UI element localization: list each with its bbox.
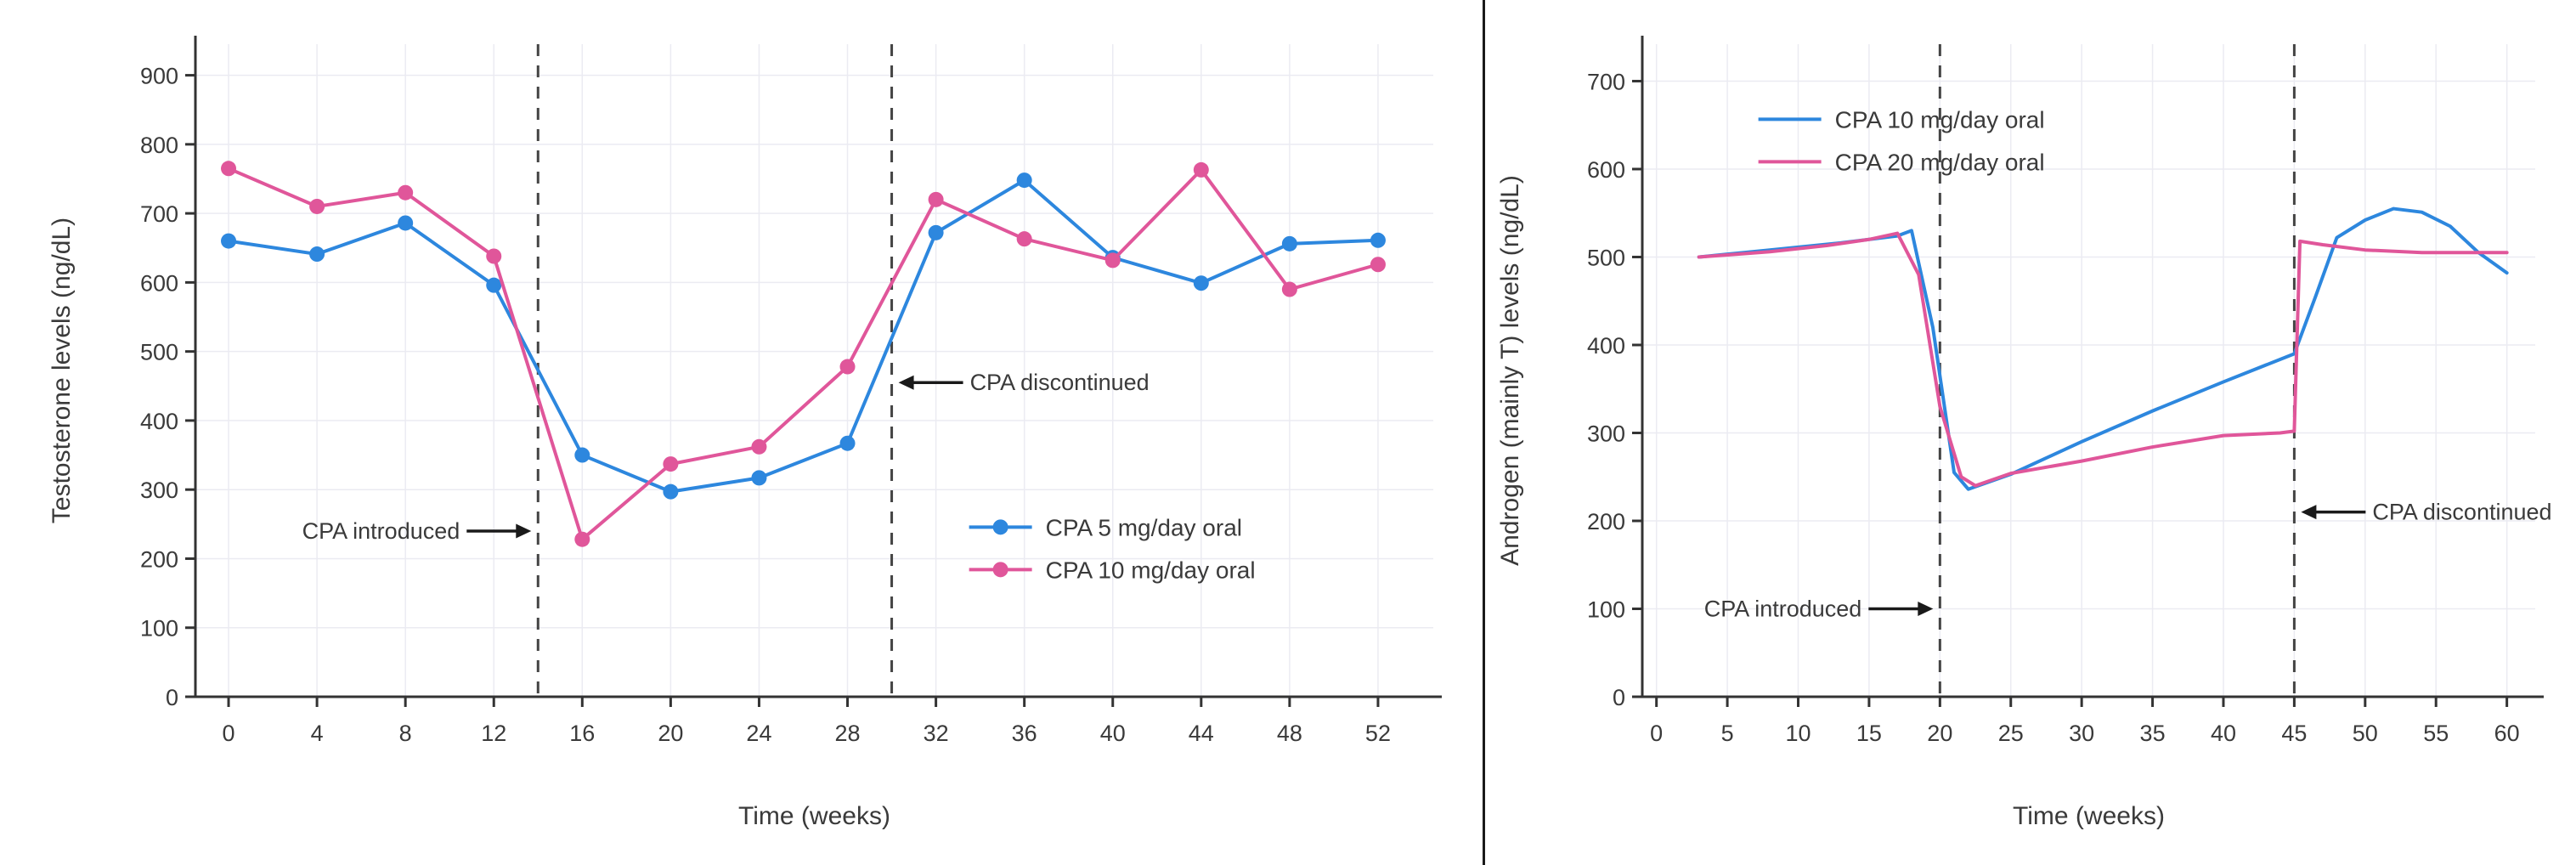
- svg-text:Testosterone levels (ng/dL): Testosterone levels (ng/dL): [48, 218, 76, 523]
- testosterone-chart-panel: 0 4 8 12 16 20 24 28 32 36 40 44 48 52 0 100 200 300 400 50…: [48, 36, 1442, 830]
- svg-text:500: 500: [1587, 245, 1625, 270]
- svg-text:Androgen (mainly T) levels (ng: Androgen (mainly T) levels (ng/dL): [1496, 175, 1524, 566]
- svg-text:0: 0: [1650, 721, 1663, 746]
- svg-text:CPA 10 mg/day oral: CPA 10 mg/day oral: [1046, 557, 1256, 583]
- testosterone-chart: 0 4 8 12 16 20 24 28 32 36 40 44 48 52010020030040050…: [48, 36, 1442, 830]
- svg-text:10: 10: [1785, 721, 1811, 746]
- svg-text:35: 35: [2140, 721, 2166, 746]
- svg-text:40: 40: [2211, 721, 2236, 746]
- svg-text:12: 12: [481, 721, 506, 746]
- svg-text:Time (weeks): Time (weeks): [2013, 802, 2165, 830]
- svg-text:CPA 5 mg/day oral: CPA 5 mg/day oral: [1046, 514, 1242, 540]
- svg-text:800: 800: [140, 133, 178, 158]
- svg-text:0: 0: [166, 685, 178, 710]
- svg-text:200: 200: [1587, 509, 1625, 534]
- svg-text:400: 400: [140, 409, 178, 434]
- svg-text:CPA introduced: CPA introduced: [1704, 596, 1862, 621]
- svg-text:5: 5: [1721, 721, 1734, 746]
- svg-text:48: 48: [1277, 721, 1302, 746]
- svg-text:CPA introduced: CPA introduced: [302, 518, 460, 544]
- svg-text:Time (weeks): Time (weeks): [738, 802, 890, 830]
- svg-text:44: 44: [1189, 721, 1214, 746]
- svg-text:700: 700: [140, 201, 178, 227]
- svg-text:CPA discontinued: CPA discontinued: [970, 370, 1150, 395]
- svg-text:300: 300: [140, 478, 178, 503]
- svg-text:CPA 20 mg/day oral: CPA 20 mg/day oral: [1835, 149, 2045, 175]
- svg-text:28: 28: [835, 721, 861, 746]
- androgen-chart-panel: 0 5 10 15 20 25 30 35 40 45 50 55 60 0 100 200 300 400 500…: [1485, 0, 2576, 865]
- svg-text:100: 100: [1587, 596, 1625, 622]
- svg-text:200: 200: [140, 546, 178, 572]
- svg-text:40: 40: [1100, 721, 1126, 746]
- svg-text:600: 600: [1587, 157, 1625, 183]
- svg-text:0: 0: [1613, 685, 1625, 710]
- svg-text:36: 36: [1012, 721, 1037, 746]
- svg-text:52: 52: [1365, 721, 1391, 746]
- svg-text:16: 16: [569, 721, 595, 746]
- svg-text:400: 400: [1587, 333, 1625, 359]
- svg-text:60: 60: [2494, 721, 2520, 746]
- svg-text:8: 8: [399, 721, 412, 746]
- svg-text:50: 50: [2353, 721, 2378, 746]
- svg-text:900: 900: [140, 64, 178, 89]
- svg-text:32: 32: [924, 721, 949, 746]
- svg-text:600: 600: [140, 270, 178, 296]
- svg-text:CPA discontinued: CPA discontinued: [2372, 500, 2551, 525]
- svg-text:30: 30: [2069, 721, 2094, 746]
- panel-divider: [1483, 0, 1485, 865]
- svg-text:55: 55: [2423, 721, 2449, 746]
- svg-text:500: 500: [140, 340, 178, 365]
- svg-text:45: 45: [2281, 721, 2307, 746]
- svg-text:24: 24: [746, 721, 771, 746]
- svg-text:700: 700: [1587, 69, 1625, 94]
- androgen-chart: 0 5 10 15 20 25 30 35 40 45 50 55 600100200300400500…: [1496, 36, 2552, 830]
- svg-text:100: 100: [140, 616, 178, 642]
- svg-text:0: 0: [223, 721, 235, 746]
- svg-text:20: 20: [1927, 721, 1952, 746]
- svg-text:CPA 10 mg/day oral: CPA 10 mg/day oral: [1835, 106, 2045, 133]
- svg-text:25: 25: [1998, 721, 2024, 746]
- svg-text:4: 4: [311, 721, 324, 746]
- svg-text:20: 20: [658, 721, 683, 746]
- svg-text:300: 300: [1587, 421, 1625, 446]
- svg-text:15: 15: [1856, 721, 1882, 746]
